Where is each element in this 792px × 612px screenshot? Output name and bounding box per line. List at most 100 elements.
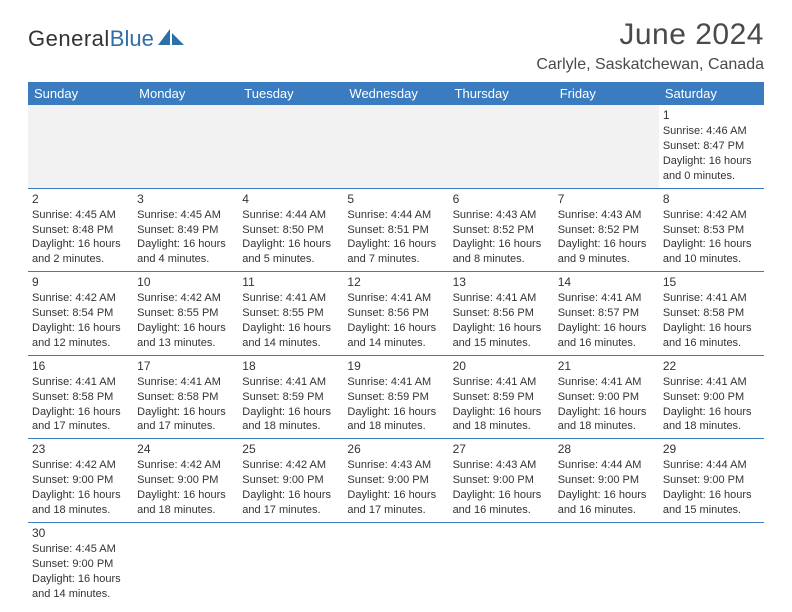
calendar-cell <box>238 105 343 188</box>
calendar-row: 23Sunrise: 4:42 AMSunset: 9:00 PMDayligh… <box>28 439 764 523</box>
daylight-text: Daylight: 16 hours <box>347 321 444 336</box>
sunset-text: Sunset: 8:49 PM <box>137 223 234 238</box>
month-title: June 2024 <box>536 18 764 52</box>
sunrise-text: Sunrise: 4:41 AM <box>32 375 129 390</box>
calendar-cell: 23Sunrise: 4:42 AMSunset: 9:00 PMDayligh… <box>28 439 133 523</box>
calendar-cell <box>133 105 238 188</box>
daylight-text: and 7 minutes. <box>347 252 444 267</box>
calendar-cell: 1Sunrise: 4:46 AMSunset: 8:47 PMDaylight… <box>659 105 764 188</box>
calendar-row: 16Sunrise: 4:41 AMSunset: 8:58 PMDayligh… <box>28 355 764 439</box>
sunset-text: Sunset: 8:59 PM <box>242 390 339 405</box>
sunset-text: Sunset: 8:52 PM <box>453 223 550 238</box>
daylight-text: and 14 minutes. <box>242 336 339 351</box>
day-number: 24 <box>137 441 234 457</box>
sunrise-text: Sunrise: 4:41 AM <box>137 375 234 390</box>
sunrise-text: Sunrise: 4:42 AM <box>137 458 234 473</box>
location-text: Carlyle, Saskatchewan, Canada <box>536 56 764 74</box>
daylight-text: and 14 minutes. <box>32 587 129 602</box>
day-number: 1 <box>663 107 760 123</box>
daylight-text: Daylight: 16 hours <box>32 321 129 336</box>
daylight-text: Daylight: 16 hours <box>453 237 550 252</box>
calendar-cell: 22Sunrise: 4:41 AMSunset: 9:00 PMDayligh… <box>659 355 764 439</box>
day-number: 9 <box>32 274 129 290</box>
day-number: 30 <box>32 525 129 541</box>
calendar-cell: 13Sunrise: 4:41 AMSunset: 8:56 PMDayligh… <box>449 272 554 356</box>
daylight-text: Daylight: 16 hours <box>242 321 339 336</box>
calendar-cell <box>449 105 554 188</box>
day-number: 14 <box>558 274 655 290</box>
daylight-text: and 8 minutes. <box>453 252 550 267</box>
daylight-text: Daylight: 16 hours <box>242 405 339 420</box>
logo-text-general: General <box>28 26 110 52</box>
calendar-cell: 29Sunrise: 4:44 AMSunset: 9:00 PMDayligh… <box>659 439 764 523</box>
daylight-text: and 17 minutes. <box>32 419 129 434</box>
weekday-header: Saturday <box>659 82 764 105</box>
sunrise-text: Sunrise: 4:41 AM <box>453 375 550 390</box>
daylight-text: and 17 minutes. <box>347 503 444 518</box>
calendar-cell: 25Sunrise: 4:42 AMSunset: 9:00 PMDayligh… <box>238 439 343 523</box>
calendar-cell: 14Sunrise: 4:41 AMSunset: 8:57 PMDayligh… <box>554 272 659 356</box>
calendar-cell: 24Sunrise: 4:42 AMSunset: 9:00 PMDayligh… <box>133 439 238 523</box>
sunset-text: Sunset: 8:58 PM <box>663 306 760 321</box>
daylight-text: Daylight: 16 hours <box>663 405 760 420</box>
calendar-row: 1Sunrise: 4:46 AMSunset: 8:47 PMDaylight… <box>28 105 764 188</box>
day-number: 19 <box>347 358 444 374</box>
calendar-cell: 7Sunrise: 4:43 AMSunset: 8:52 PMDaylight… <box>554 188 659 272</box>
sunset-text: Sunset: 9:00 PM <box>663 473 760 488</box>
calendar-cell: 2Sunrise: 4:45 AMSunset: 8:48 PMDaylight… <box>28 188 133 272</box>
sunrise-text: Sunrise: 4:42 AM <box>32 291 129 306</box>
day-number: 21 <box>558 358 655 374</box>
sunrise-text: Sunrise: 4:41 AM <box>347 375 444 390</box>
daylight-text: and 18 minutes. <box>32 503 129 518</box>
day-number: 2 <box>32 191 129 207</box>
day-number: 20 <box>453 358 550 374</box>
sunset-text: Sunset: 8:54 PM <box>32 306 129 321</box>
title-block: June 2024 Carlyle, Saskatchewan, Canada <box>536 18 764 74</box>
day-number: 27 <box>453 441 550 457</box>
daylight-text: and 14 minutes. <box>347 336 444 351</box>
day-number: 3 <box>137 191 234 207</box>
day-number: 10 <box>137 274 234 290</box>
calendar-cell: 20Sunrise: 4:41 AMSunset: 8:59 PMDayligh… <box>449 355 554 439</box>
sunset-text: Sunset: 9:00 PM <box>453 473 550 488</box>
calendar-body: 1Sunrise: 4:46 AMSunset: 8:47 PMDaylight… <box>28 105 764 605</box>
daylight-text: Daylight: 16 hours <box>663 237 760 252</box>
sunrise-text: Sunrise: 4:41 AM <box>558 375 655 390</box>
daylight-text: Daylight: 16 hours <box>347 405 444 420</box>
sunrise-text: Sunrise: 4:45 AM <box>137 208 234 223</box>
daylight-text: and 16 minutes. <box>453 503 550 518</box>
sunrise-text: Sunrise: 4:41 AM <box>453 291 550 306</box>
sunset-text: Sunset: 8:58 PM <box>32 390 129 405</box>
calendar-cell: 4Sunrise: 4:44 AMSunset: 8:50 PMDaylight… <box>238 188 343 272</box>
sunset-text: Sunset: 9:00 PM <box>32 473 129 488</box>
sunrise-text: Sunrise: 4:41 AM <box>558 291 655 306</box>
calendar-cell <box>343 105 448 188</box>
sunrise-text: Sunrise: 4:42 AM <box>242 458 339 473</box>
calendar-cell: 19Sunrise: 4:41 AMSunset: 8:59 PMDayligh… <box>343 355 448 439</box>
sunrise-text: Sunrise: 4:43 AM <box>347 458 444 473</box>
sunset-text: Sunset: 9:00 PM <box>558 473 655 488</box>
calendar-table: Sunday Monday Tuesday Wednesday Thursday… <box>28 82 764 605</box>
sail-icon <box>158 27 184 47</box>
sunset-text: Sunset: 8:59 PM <box>347 390 444 405</box>
weekday-header: Thursday <box>449 82 554 105</box>
day-number: 18 <box>242 358 339 374</box>
calendar-cell <box>343 522 448 605</box>
calendar-cell: 17Sunrise: 4:41 AMSunset: 8:58 PMDayligh… <box>133 355 238 439</box>
daylight-text: and 16 minutes. <box>663 336 760 351</box>
sunset-text: Sunset: 8:58 PM <box>137 390 234 405</box>
daylight-text: and 12 minutes. <box>32 336 129 351</box>
sunrise-text: Sunrise: 4:41 AM <box>242 291 339 306</box>
day-number: 11 <box>242 274 339 290</box>
sunset-text: Sunset: 8:53 PM <box>663 223 760 238</box>
day-number: 15 <box>663 274 760 290</box>
weekday-header: Friday <box>554 82 659 105</box>
daylight-text: and 18 minutes. <box>242 419 339 434</box>
daylight-text: Daylight: 16 hours <box>137 488 234 503</box>
calendar-cell: 18Sunrise: 4:41 AMSunset: 8:59 PMDayligh… <box>238 355 343 439</box>
sunset-text: Sunset: 9:00 PM <box>663 390 760 405</box>
day-number: 12 <box>347 274 444 290</box>
sunset-text: Sunset: 9:00 PM <box>32 557 129 572</box>
day-number: 8 <box>663 191 760 207</box>
daylight-text: Daylight: 16 hours <box>663 488 760 503</box>
